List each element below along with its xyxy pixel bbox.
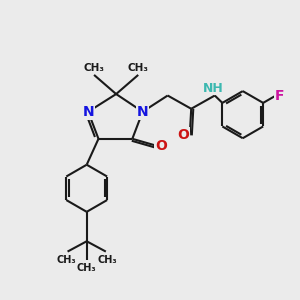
Text: CH₃: CH₃: [98, 254, 117, 265]
Text: N: N: [137, 105, 148, 119]
Text: O: O: [155, 139, 167, 153]
Text: F: F: [275, 89, 285, 103]
Text: O: O: [177, 128, 189, 142]
Text: NH: NH: [203, 82, 224, 95]
Text: CH₃: CH₃: [56, 254, 76, 265]
Text: CH₃: CH₃: [84, 63, 105, 73]
Text: CH₃: CH₃: [128, 63, 149, 73]
Text: CH₃: CH₃: [77, 263, 97, 273]
Text: N: N: [82, 105, 94, 119]
